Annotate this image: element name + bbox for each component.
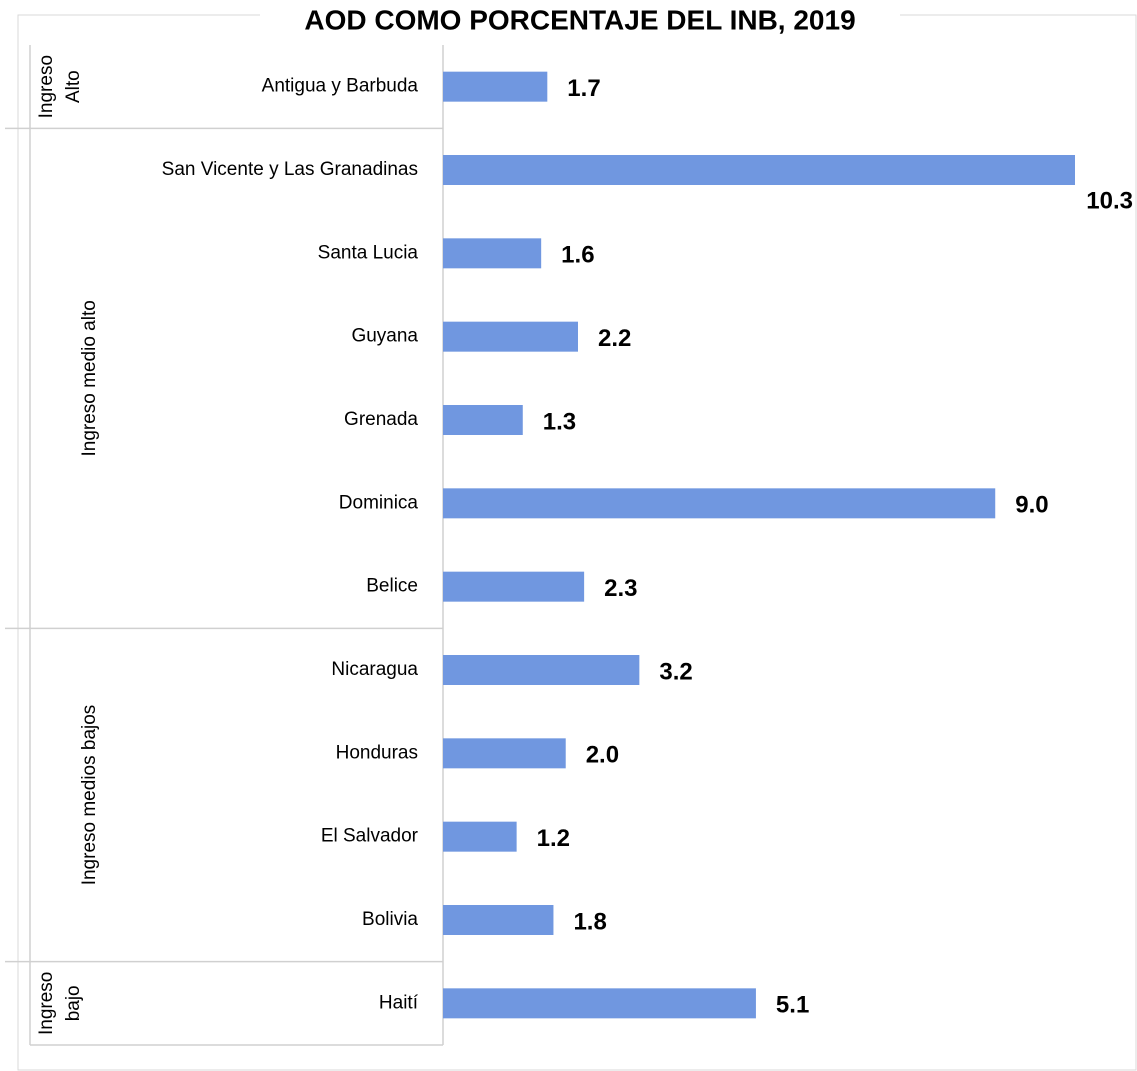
y-tick-label: Guyana	[351, 326, 418, 347]
group-label: Ingreso medio alto	[79, 300, 100, 456]
group-label: Alto	[63, 70, 84, 103]
title-backdrop	[260, 2, 900, 38]
value-label: 1.8	[573, 908, 606, 935]
bar	[443, 71, 548, 102]
group-label: Ingreso	[36, 55, 57, 118]
value-label: 9.0	[1015, 492, 1048, 519]
y-tick-label: Haití	[379, 992, 419, 1013]
group-label: Ingreso	[36, 972, 57, 1035]
bar	[443, 571, 585, 602]
y-tick-label: Bolivia	[362, 909, 418, 930]
bar	[443, 905, 554, 935]
value-label: 10.3	[1086, 187, 1133, 214]
y-tick-label: Antigua y Barbuda	[262, 76, 419, 97]
bar	[443, 321, 578, 352]
value-label: 2.0	[586, 742, 619, 769]
chart-title: AOD COMO PORCENTAJE DEL INB, 2019	[304, 4, 855, 35]
value-label: 1.7	[567, 75, 600, 102]
bar	[443, 821, 517, 852]
bar	[443, 655, 640, 685]
bar	[443, 238, 542, 269]
bar	[443, 738, 566, 769]
y-tick-label: Belice	[366, 576, 418, 597]
value-label: 1.3	[543, 408, 576, 435]
group-label: Ingreso medios bajos	[79, 705, 100, 886]
value-label: 5.1	[776, 992, 809, 1019]
group-label: bajo	[63, 985, 84, 1021]
y-tick-label: San Vicente y Las Granadinas	[162, 159, 418, 180]
bar	[443, 988, 756, 1019]
value-label: 3.2	[659, 658, 692, 685]
y-tick-label: Dominica	[339, 492, 419, 513]
bar	[443, 488, 996, 519]
value-label: 1.6	[561, 242, 594, 269]
value-label: 1.2	[537, 825, 570, 852]
value-label: 2.2	[598, 325, 631, 352]
value-label: 2.3	[604, 575, 637, 602]
bar	[443, 405, 523, 435]
y-tick-label: Nicaragua	[331, 659, 418, 680]
y-tick-label: Grenada	[344, 409, 418, 430]
y-tick-label: El Salvador	[321, 826, 419, 847]
y-tick-label: Honduras	[336, 742, 418, 763]
y-tick-label: Santa Lucia	[318, 242, 419, 263]
bar	[443, 155, 1075, 185]
